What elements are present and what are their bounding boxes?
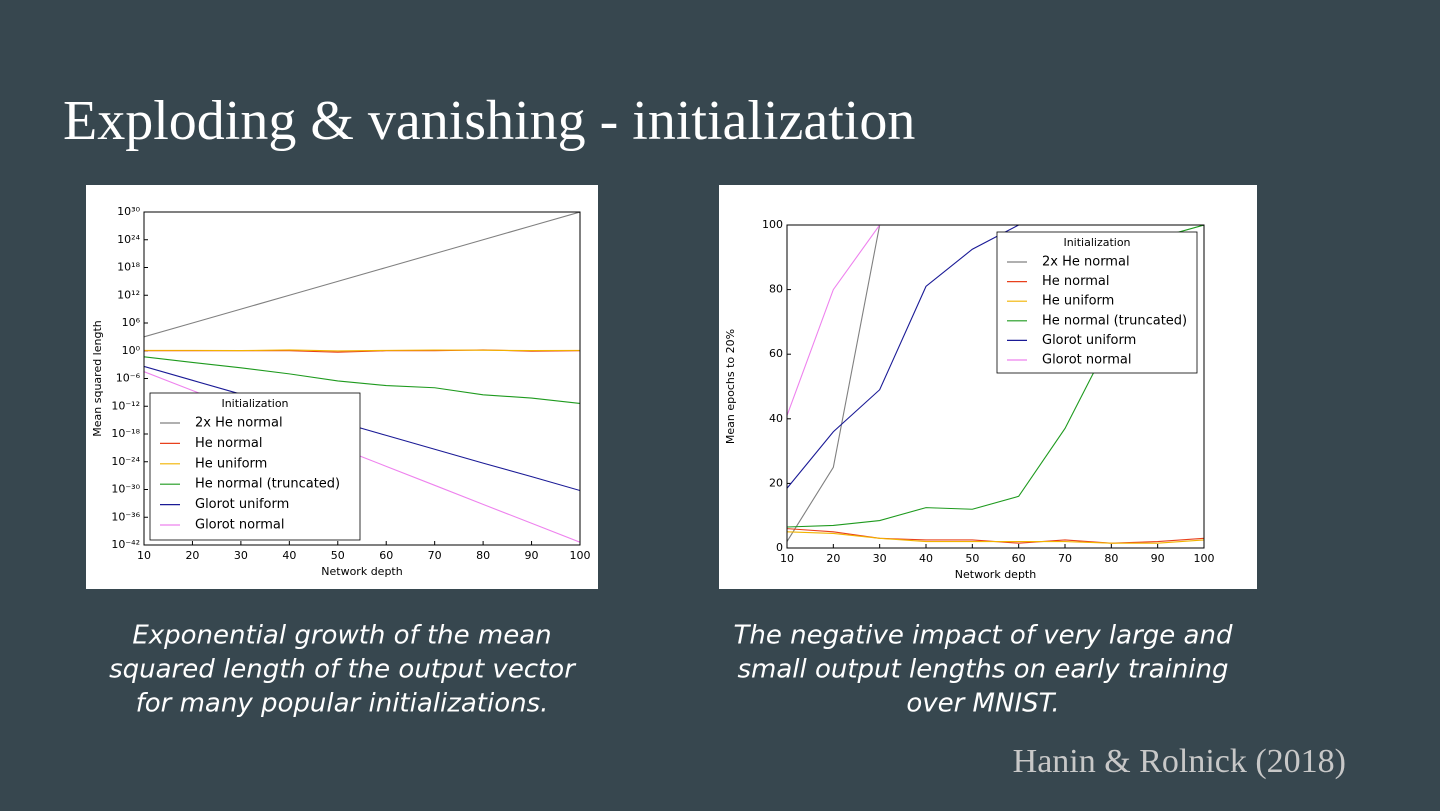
legend-label: Glorot uniform bbox=[1042, 333, 1136, 348]
x-tick-label: 60 bbox=[1012, 552, 1026, 565]
series-line bbox=[787, 531, 1204, 544]
legend-label: He normal (truncated) bbox=[1042, 313, 1187, 328]
y-tick-label: 100 bbox=[762, 218, 783, 231]
legend-label: He normal bbox=[195, 436, 262, 451]
caption-line: over MNIST. bbox=[906, 689, 1059, 719]
legend-label: He normal (truncated) bbox=[195, 477, 340, 492]
caption-line: for many popular initializations. bbox=[136, 689, 549, 719]
y-tick-label: 10²⁴ bbox=[117, 233, 140, 246]
y-axis-label: Mean squared length bbox=[91, 320, 104, 437]
caption-line: Exponential growth of the mean bbox=[132, 621, 551, 651]
y-tick-label: 10⁻³⁰ bbox=[111, 483, 140, 496]
legend-label: 2x He normal bbox=[1042, 255, 1130, 270]
caption-line: squared length of the output vector bbox=[109, 655, 577, 685]
x-tick-label: 40 bbox=[282, 549, 296, 562]
slide-title: Exploding & vanishing - initialization bbox=[63, 90, 915, 152]
citation: Hanin & Rolnick (2018) bbox=[1013, 743, 1346, 780]
x-tick-label: 70 bbox=[1058, 552, 1072, 565]
x-tick-label: 20 bbox=[185, 549, 199, 562]
legend-label: He uniform bbox=[1042, 294, 1114, 309]
x-tick-label: 60 bbox=[379, 549, 393, 562]
x-tick-label: 80 bbox=[476, 549, 490, 562]
x-tick-label: 90 bbox=[1151, 552, 1165, 565]
series-line bbox=[144, 212, 580, 338]
x-tick-label: 30 bbox=[234, 549, 248, 562]
plot-frame bbox=[786, 224, 1205, 549]
y-axis-label: Mean epochs to 20% bbox=[724, 329, 737, 444]
legend-box bbox=[996, 231, 1198, 374]
y-tick-label: 10⁻¹⁸ bbox=[111, 427, 140, 440]
x-tick-label: 90 bbox=[525, 549, 539, 562]
x-axis-label: Network depth bbox=[955, 568, 1036, 581]
y-tick-label: 10⁻³⁶ bbox=[111, 510, 140, 523]
x-tick-label: 10 bbox=[137, 549, 151, 562]
x-tick-label: 100 bbox=[570, 549, 591, 562]
x-tick-label: 70 bbox=[428, 549, 442, 562]
x-tick-label: 40 bbox=[919, 552, 933, 565]
caption-line: The negative impact of very large and bbox=[734, 621, 1233, 651]
y-tick-label: 10⁶ bbox=[122, 316, 141, 329]
legend-label: Glorot uniform bbox=[195, 497, 289, 512]
y-tick-label: 40 bbox=[769, 412, 783, 425]
x-tick-label: 50 bbox=[331, 549, 345, 562]
series-line bbox=[787, 225, 881, 542]
x-tick-label: 50 bbox=[965, 552, 979, 565]
series-line bbox=[144, 356, 580, 405]
legend-label: Glorot normal bbox=[195, 518, 284, 533]
series-line bbox=[787, 225, 881, 416]
x-tick-label: 20 bbox=[826, 552, 840, 565]
y-tick-label: 10³⁰ bbox=[117, 205, 140, 218]
series-line bbox=[144, 349, 580, 352]
legend-label: 2x He normal bbox=[195, 416, 283, 431]
x-tick-label: 10 bbox=[780, 552, 794, 565]
legend-box bbox=[149, 392, 361, 541]
x-axis-label: Network depth bbox=[321, 565, 402, 578]
legend-label: Glorot normal bbox=[1042, 353, 1131, 368]
plot-frame bbox=[143, 211, 581, 546]
x-tick-label: 80 bbox=[1104, 552, 1118, 565]
legend-title: Initialization bbox=[1063, 236, 1130, 249]
y-tick-label: 80 bbox=[769, 283, 783, 296]
y-tick-label: 10⁻²⁴ bbox=[111, 455, 140, 468]
chart: 10⁻⁴² 10⁻³⁶ 10⁻³⁰ 10⁻²⁴ 10⁻¹⁸ 10⁻¹² 10⁻⁶ 10⁰ 10⁶… bbox=[86, 185, 598, 589]
y-tick-label: 60 bbox=[769, 347, 783, 360]
y-tick-label: 0 bbox=[776, 541, 783, 554]
y-tick-label: 10¹² bbox=[117, 288, 140, 301]
x-tick-label: 100 bbox=[1194, 552, 1215, 565]
chart: 0 20 40 60 80 100 10 20 30 40 50 60 70 80 90 100 Network… bbox=[719, 185, 1257, 589]
legend-title: Initialization bbox=[221, 397, 288, 410]
series-line bbox=[144, 365, 580, 492]
y-tick-label: 10¹⁸ bbox=[117, 261, 140, 274]
x-tick-label: 30 bbox=[873, 552, 887, 565]
y-tick-label: 20 bbox=[769, 476, 783, 489]
series-line bbox=[787, 225, 1019, 489]
y-tick-label: 10⁻⁴² bbox=[111, 538, 140, 551]
legend-label: He normal bbox=[1042, 274, 1109, 289]
y-tick-label: 10⁻¹² bbox=[111, 399, 140, 412]
y-tick-label: 10⁰ bbox=[122, 344, 141, 357]
y-tick-label: 10⁻⁶ bbox=[116, 372, 141, 385]
legend-label: He uniform bbox=[195, 456, 267, 471]
caption-line: small output lengths on early training bbox=[737, 655, 1228, 685]
